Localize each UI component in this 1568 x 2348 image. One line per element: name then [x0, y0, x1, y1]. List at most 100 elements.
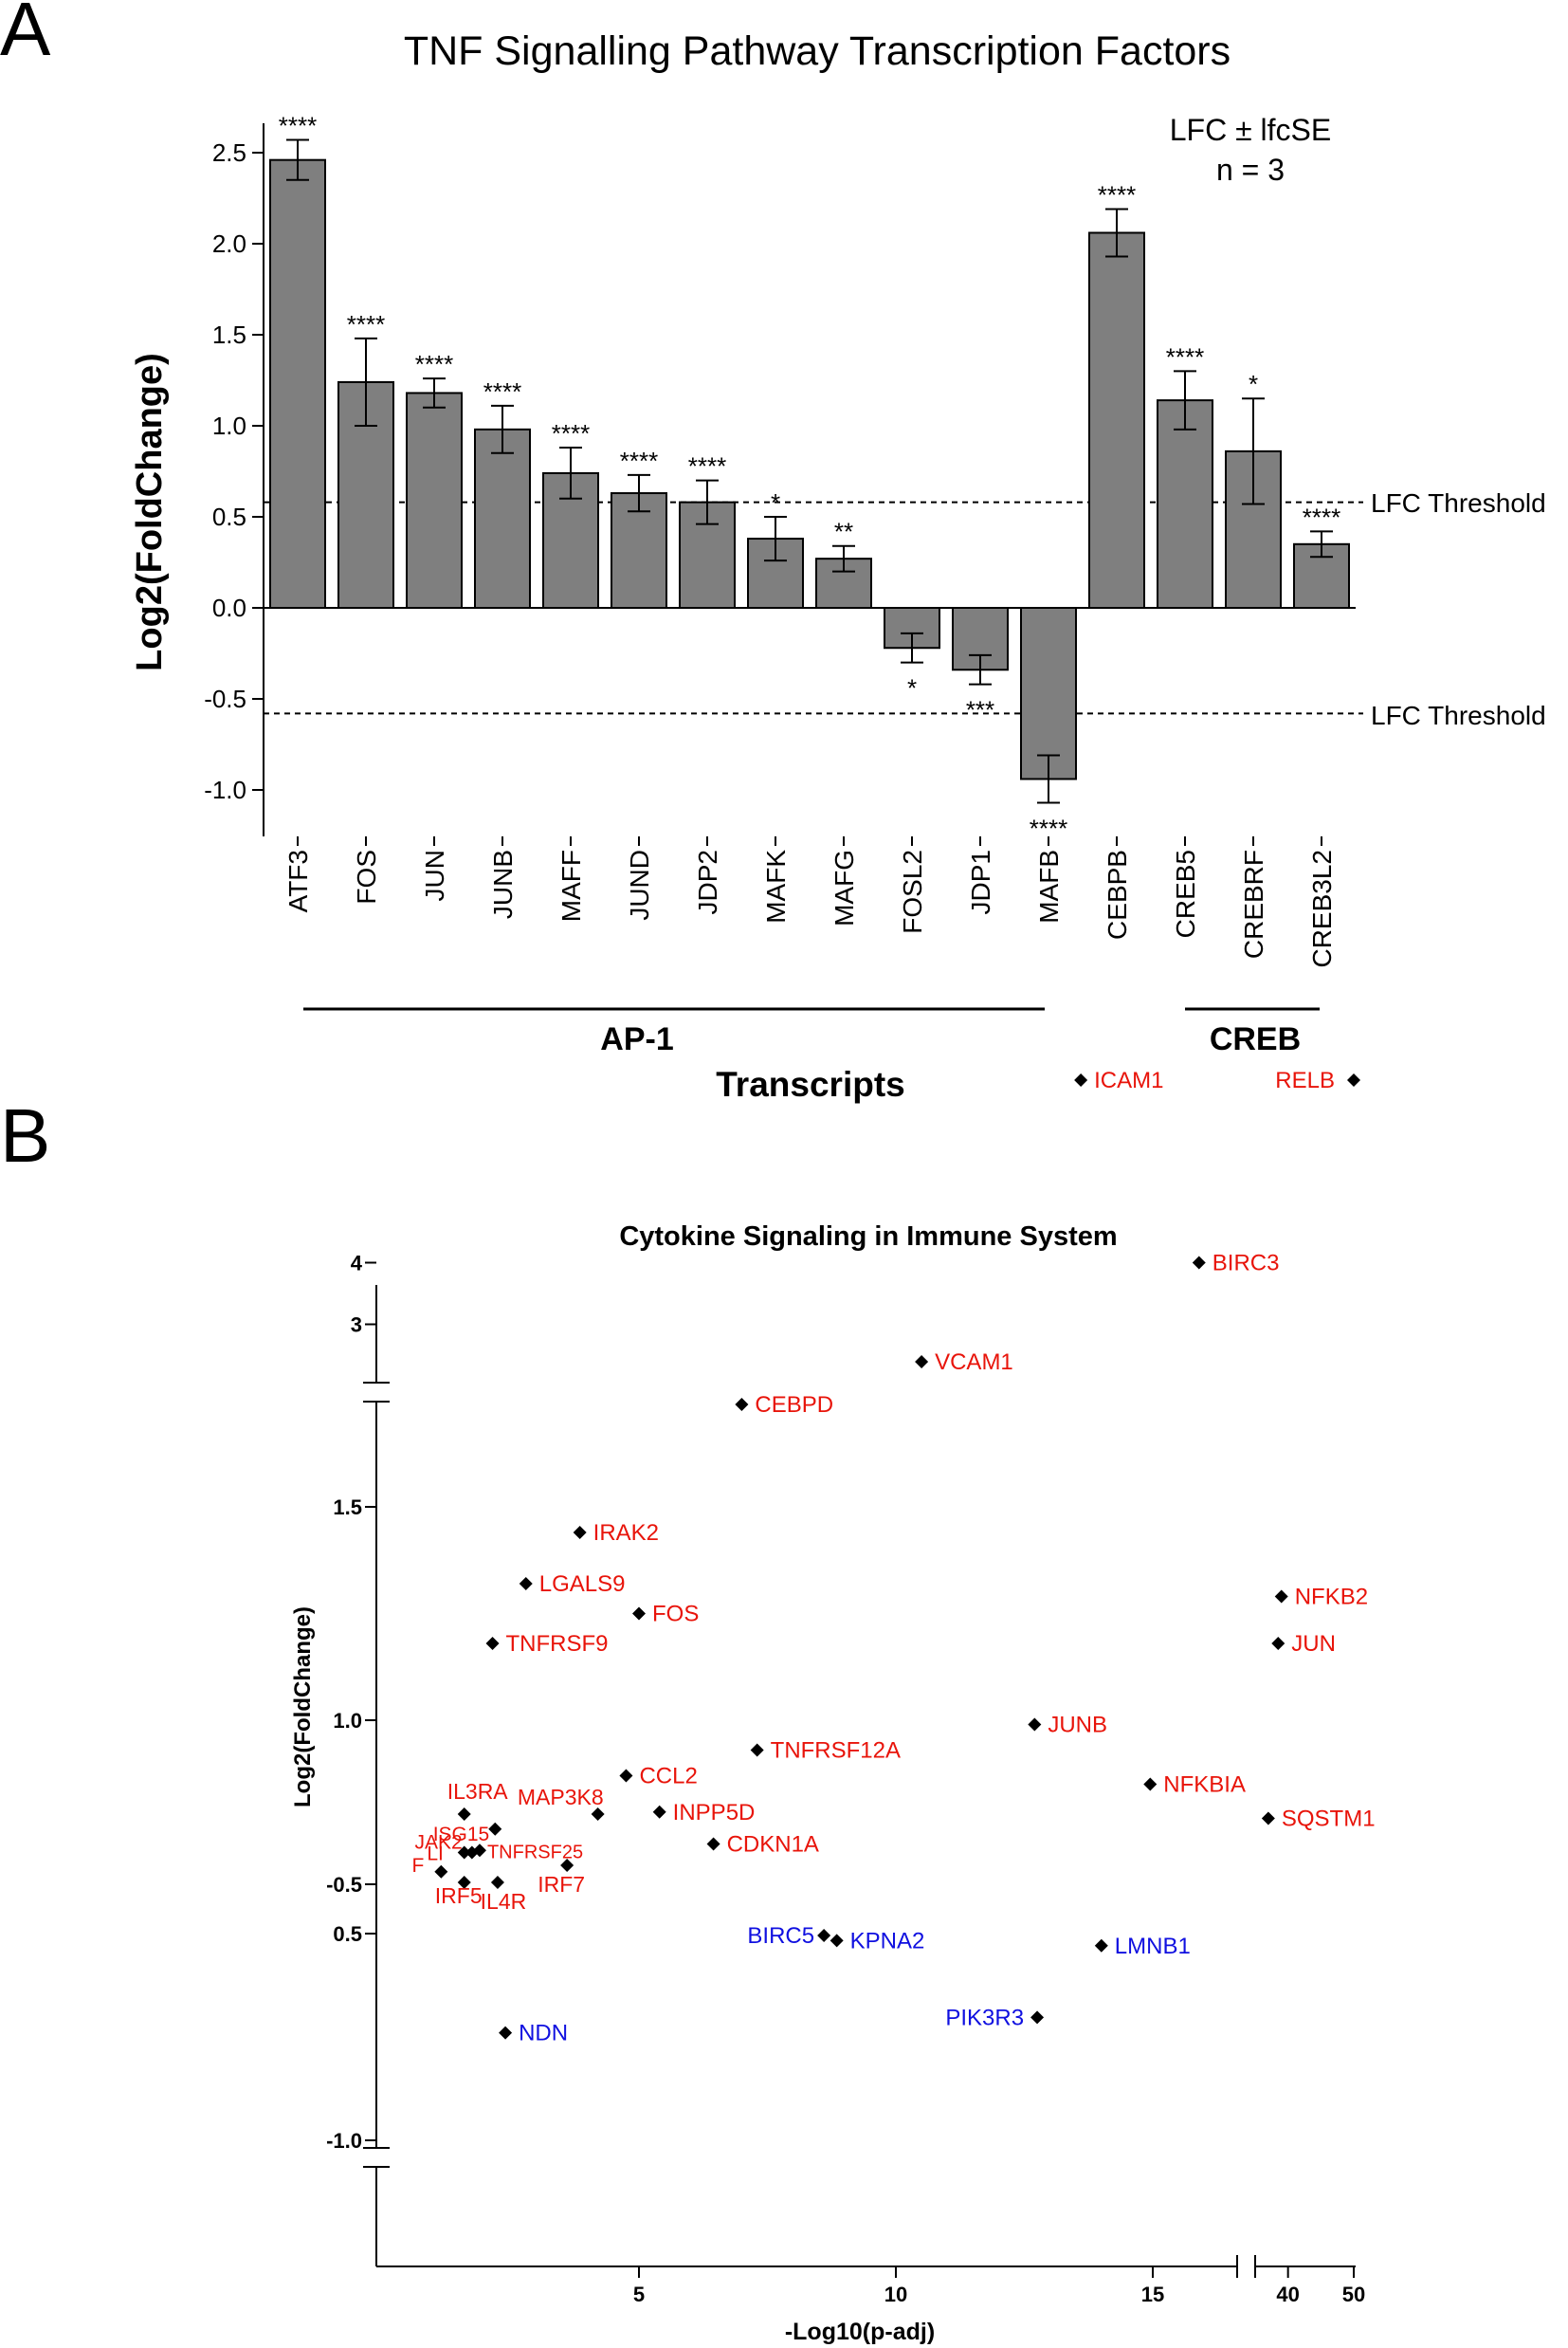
x-tick-label: 40 [1276, 2283, 1299, 2306]
x-category-label: JUN [420, 850, 449, 901]
data-point-marker [560, 1859, 574, 1872]
data-point-label: TNFRSF9 [506, 1631, 609, 1657]
data-point-marker [591, 1807, 605, 1821]
data-point-marker [1030, 2010, 1045, 2025]
bar [406, 392, 463, 609]
data-point-label: NFKBIA [1163, 1772, 1246, 1798]
x-category-label: JUND [625, 850, 654, 921]
threshold-label-lower: LFC Threshold [1371, 701, 1546, 730]
data-point-label: RELB [1275, 1068, 1335, 1093]
x-category-label: FOS [352, 850, 381, 905]
y-tick-label: -1.0 [326, 2129, 362, 2153]
x-tick-label: 5 [633, 2283, 645, 2306]
data-point-marker [1347, 1073, 1360, 1087]
y-tick-label: 3 [351, 1313, 362, 1337]
data-point-label: IRAK2 [593, 1520, 659, 1546]
y-tick-label: 0.5 [333, 1922, 362, 1946]
sample-size-annotation: n = 3 [1216, 153, 1285, 187]
data-point-marker [1271, 1637, 1285, 1650]
data-point-label: LMNB1 [1115, 1934, 1191, 1959]
bar [1020, 607, 1077, 780]
y-tick-label: 1.0 [333, 1709, 362, 1733]
data-point-marker [485, 1637, 500, 1650]
panel-a-y-axis-label: Log2(FoldChange) [130, 353, 170, 671]
significance-label: **** [1303, 503, 1340, 531]
significance-label: *** [966, 696, 994, 725]
data-point-label: CDKN1A [727, 1832, 819, 1858]
data-point-label: NFKB2 [1295, 1585, 1368, 1610]
group-label-ap1: AP-1 [600, 1021, 673, 1057]
x-category-label: CREBRF [1239, 850, 1268, 959]
data-point-marker [1143, 1777, 1158, 1791]
x-category-label: JDP1 [966, 850, 995, 914]
data-point-label: JUN [1291, 1631, 1336, 1657]
data-point-marker [652, 1805, 666, 1819]
data-point-label: NDN [519, 2021, 568, 2046]
significance-label: **** [620, 447, 658, 475]
data-point-label: ISG15 [433, 1824, 490, 1845]
significance-label: **** [688, 452, 726, 481]
x-category-label: MAFB [1034, 850, 1064, 924]
data-point-label: CEBPD [755, 1392, 833, 1418]
data-point-marker [490, 1876, 504, 1889]
x-category-label: JDP2 [693, 850, 722, 914]
x-tick-label: 10 [884, 2283, 907, 2306]
data-point-label: PIK3R3 [945, 2005, 1024, 2030]
data-point-label: CCL2 [639, 1764, 697, 1789]
data-point-marker [457, 1876, 471, 1889]
significance-label: * [907, 674, 917, 703]
data-point-label: IL3RA [447, 1779, 509, 1804]
data-point-marker [519, 1577, 533, 1590]
data-point-marker [434, 1864, 448, 1879]
threshold-label-upper: LFC Threshold [1371, 488, 1546, 518]
x-category-label: CREB3L2 [1307, 850, 1337, 968]
x-category-label: FOSL2 [898, 850, 927, 934]
panel-b-x-axis-label: -Log10(p-adj) [785, 2319, 935, 2345]
data-point-marker [1074, 1073, 1088, 1087]
data-point-marker [1261, 1811, 1275, 1825]
x-tick-label: 15 [1141, 2283, 1164, 2306]
panel-b-letter: B [0, 1093, 50, 1178]
y-tick-label: -0.5 [326, 1873, 362, 1897]
x-category-label: MAFF [556, 850, 586, 922]
error-annotation: LFC ± lfcSE [1170, 113, 1331, 147]
y-tick-label: 0.0 [212, 594, 246, 622]
bar [1088, 231, 1145, 609]
y-tick-label: 0.5 [212, 503, 246, 531]
x-category-label: ATF3 [283, 850, 313, 912]
data-point-label: MAP3K8 [518, 1785, 604, 1809]
y-tick-label: 1.0 [212, 412, 246, 440]
significance-label: ** [834, 518, 853, 546]
data-point-marker [1192, 1256, 1206, 1270]
y-tick-label: 1.5 [212, 321, 246, 349]
data-point-label: TNFRSF12A [771, 1738, 901, 1764]
data-point-label: IL4R [481, 1889, 527, 1914]
data-point-label: TNFRSF25 [487, 1842, 583, 1862]
data-point-marker [830, 1934, 844, 1948]
data-point-label: ICAM1 [1094, 1068, 1163, 1093]
data-point-label: F [412, 1855, 425, 1877]
data-point-label: LI [427, 1844, 444, 1865]
data-point-label: VCAM1 [935, 1349, 1013, 1375]
data-point-marker [750, 1743, 764, 1757]
significance-label: **** [552, 419, 590, 448]
x-category-label: CEBPB [1103, 850, 1132, 940]
data-point-label: FOS [652, 1602, 699, 1627]
significance-label: **** [347, 310, 385, 339]
data-point-marker [706, 1837, 720, 1851]
data-point-label: JUNB [1048, 1713, 1107, 1738]
panel-b-y-axis-label: Log2(FoldChange) [290, 1606, 316, 1807]
y-tick-label: 4 [351, 1252, 363, 1275]
y-tick-label: -1.0 [204, 776, 246, 804]
group-label-creb: CREB [1210, 1021, 1301, 1057]
y-tick-label: 2.5 [212, 138, 246, 167]
x-tick-label: 50 [1342, 2283, 1365, 2306]
y-tick-label: 2.0 [212, 229, 246, 258]
data-point-marker [1274, 1589, 1288, 1604]
x-category-label: JUNB [488, 850, 518, 919]
data-point-label: BIRC5 [747, 1923, 814, 1949]
significance-label: **** [1166, 342, 1204, 371]
x-category-label: MAFK [761, 850, 791, 924]
data-point-label: KPNA2 [850, 1928, 925, 1954]
y-tick-label: -0.5 [204, 685, 246, 713]
